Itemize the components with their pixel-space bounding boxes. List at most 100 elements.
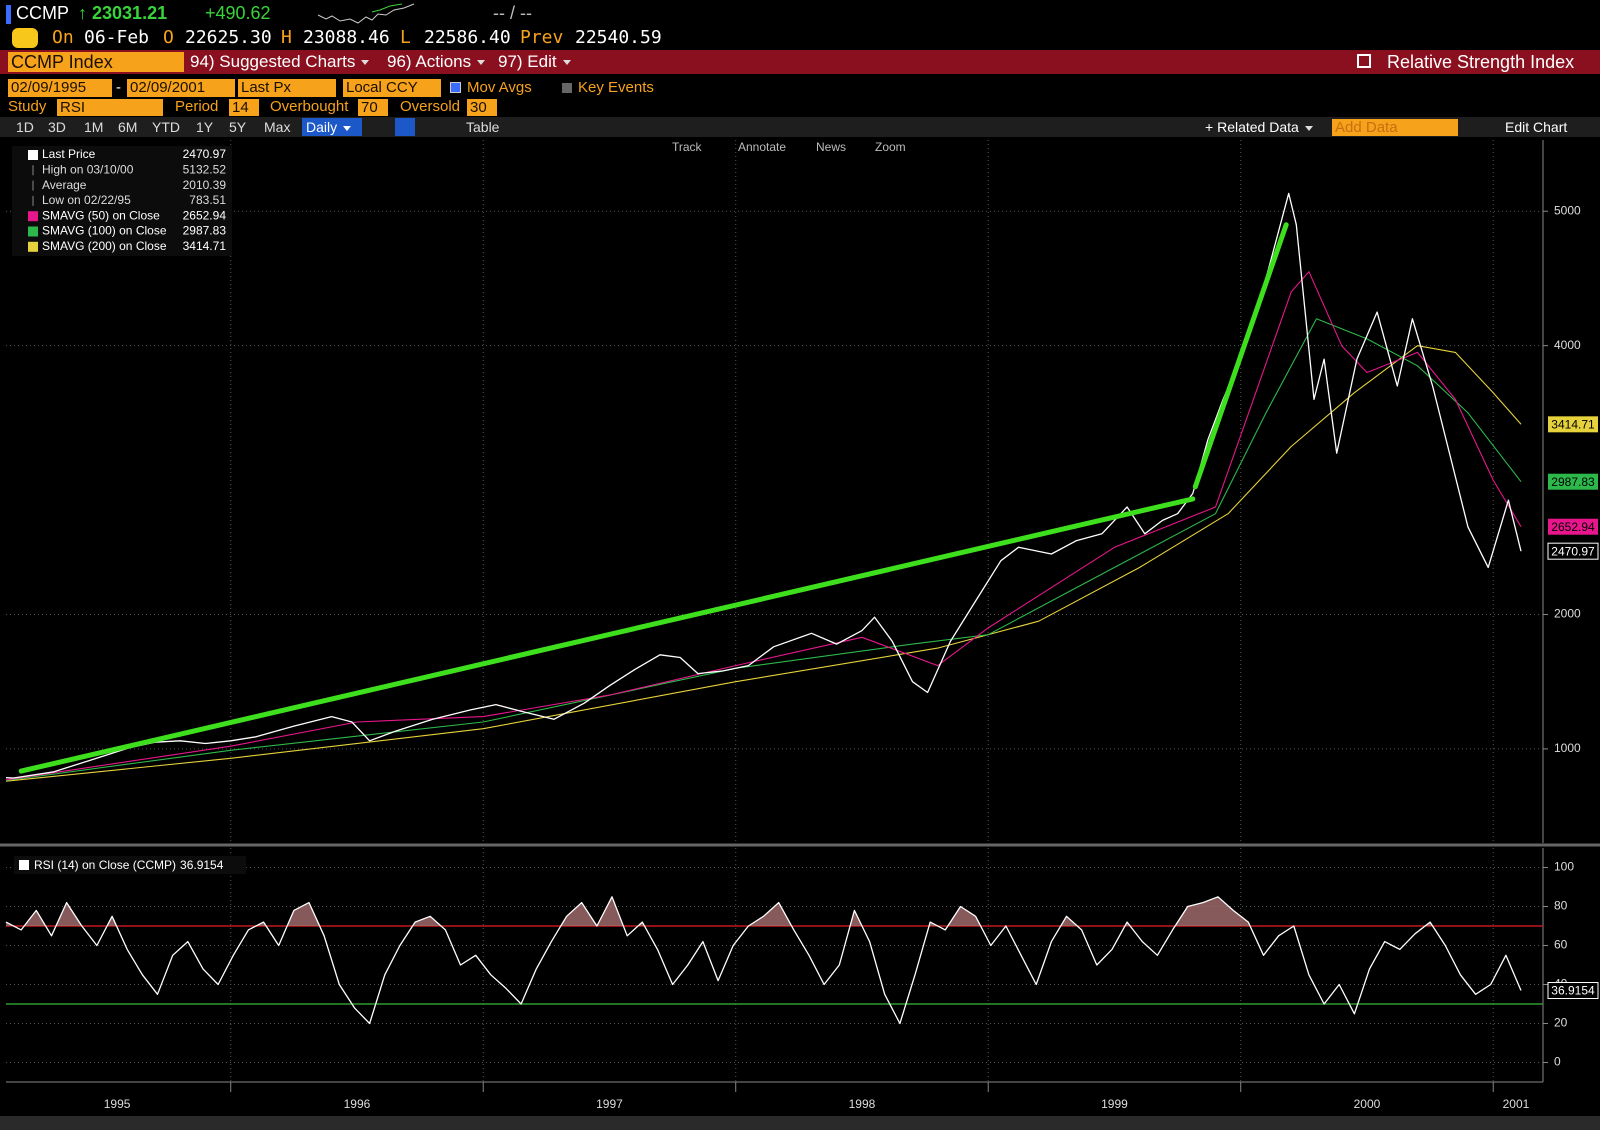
overbought-label: Overbought	[270, 98, 349, 115]
y-tick-label: 5000	[1554, 203, 1581, 217]
x-tick-label: 1998	[849, 1097, 876, 1111]
start-date[interactable]: 02/09/1995	[8, 79, 112, 97]
legend-value: 2652.94	[183, 208, 227, 222]
overbought-input[interactable]: 70	[358, 99, 388, 116]
last-value-box	[1547, 982, 1599, 1000]
mov-avgs-checkbox[interactable]	[450, 82, 461, 93]
prev: 22540.59	[575, 27, 662, 48]
legend-value: 2987.83	[183, 224, 227, 238]
edit-chart[interactable]: Edit Chart	[1505, 119, 1568, 135]
add-data-input[interactable]: Add Data	[1332, 119, 1458, 136]
last-value-label: 2987.83	[1551, 475, 1595, 489]
low: 22586.40	[424, 27, 511, 48]
menu-label: 94) Suggested Charts	[190, 52, 356, 71]
last-value-box	[1548, 473, 1598, 490]
y-tick-label: 100	[1554, 860, 1574, 874]
legend-label: Low on 02/22/95	[42, 193, 131, 207]
high: 23088.46	[303, 27, 390, 48]
price: 23031.21	[92, 3, 168, 23]
legend-value: 2010.39	[183, 178, 227, 192]
currency-select[interactable]: Local CCY	[343, 79, 441, 97]
legend-swatch	[28, 241, 38, 252]
menu-label: 97) Edit	[498, 52, 557, 71]
tool-button[interactable]: Track	[672, 140, 702, 154]
trend-line	[18, 496, 1196, 774]
x-tick-label: 2001	[1503, 1097, 1530, 1111]
y-tick-label: 1000	[1554, 741, 1581, 755]
legend-value: 3414.71	[183, 239, 227, 253]
y-tick-label: 20	[1554, 1016, 1568, 1030]
y-tick-label: 4000	[1554, 338, 1581, 352]
tool-button[interactable]: Zoom	[875, 140, 906, 154]
key-events-label: Key Events	[578, 79, 654, 96]
last-value-label: 3414.71	[1551, 418, 1595, 432]
sparkline-up	[371, 3, 403, 13]
last-value-label: 2652.94	[1551, 520, 1595, 534]
date: 06-Feb	[84, 27, 150, 48]
x-tick-label: 1997	[596, 1097, 623, 1111]
oversold-input[interactable]: 30	[467, 99, 497, 116]
y-tick-label: 2000	[1554, 607, 1581, 621]
popout-icon[interactable]	[1357, 54, 1371, 68]
legend-value: 2470.97	[183, 147, 227, 161]
period-button[interactable]: 1Y	[196, 119, 214, 135]
bid-ask: -- / --	[493, 3, 532, 23]
legend-value: 783.51	[189, 193, 226, 207]
period-button[interactable]: 1D	[16, 119, 34, 135]
series-line	[5, 896, 1522, 1025]
date-separator: -	[116, 79, 121, 96]
study-title: Relative Strength Index	[1387, 52, 1575, 72]
x-tick-label: 1996	[344, 1097, 371, 1111]
y-tick-label: 80	[1554, 899, 1568, 913]
quote-icon[interactable]	[12, 28, 38, 48]
study-label: Study	[8, 98, 47, 115]
legend-label: SMAVG (50) on Close	[42, 208, 160, 222]
field-select[interactable]: Last Px	[238, 79, 336, 97]
period-button[interactable]: 3D	[48, 119, 66, 135]
last-value-box	[1547, 542, 1599, 560]
menu-actions[interactable]: 96) Actions	[387, 51, 486, 73]
on-label: On	[52, 27, 74, 48]
period-button[interactable]: 1M	[84, 119, 104, 135]
legend-label: SMAVG (100) on Close	[42, 224, 167, 238]
sparkline	[317, 3, 415, 24]
period-button[interactable]: 5Y	[229, 119, 247, 135]
ticker-marker	[6, 5, 11, 24]
trend-line	[1192, 222, 1289, 490]
menu-suggested[interactable]: 94) Suggested Charts	[190, 51, 370, 73]
related-data[interactable]: + Related Data	[1205, 118, 1313, 136]
table-button[interactable]: Table	[466, 119, 500, 135]
x-tick-label: 1999	[1101, 1097, 1128, 1111]
period-button[interactable]: YTD	[152, 119, 180, 135]
tool-button[interactable]: News	[816, 140, 847, 154]
last-price: ↑ 23031.21	[78, 3, 168, 23]
frequency: Daily	[306, 119, 338, 135]
legend-box	[14, 856, 246, 874]
chart-type-button[interactable]	[395, 118, 415, 136]
open-label: O	[163, 27, 174, 48]
x-tick-label: 1995	[104, 1097, 131, 1111]
legend-box	[12, 146, 232, 256]
high-label: H	[281, 27, 292, 48]
study-select[interactable]: RSI	[57, 99, 163, 116]
end-date[interactable]: 02/09/2001	[127, 79, 235, 97]
period-button[interactable]: 6M	[118, 119, 138, 135]
key-events-checkbox[interactable]	[562, 83, 572, 93]
tool-button[interactable]: Annotate	[738, 140, 787, 154]
security-input[interactable]: CCMP Index	[8, 52, 184, 72]
menu-edit[interactable]: 97) Edit	[498, 51, 571, 73]
series-line	[5, 345, 1522, 782]
last-value-box	[1548, 518, 1598, 535]
low-label: L	[400, 27, 411, 48]
period-input[interactable]: 14	[229, 99, 259, 116]
period-button[interactable]: Max	[264, 119, 291, 135]
panel: 10002000400050002470.972652.942987.83341…	[5, 140, 1599, 843]
oversold-label: Oversold	[400, 98, 461, 115]
menu-label: 96) Actions	[387, 52, 472, 71]
legend-label: Last Price	[42, 147, 96, 161]
frequency-button[interactable]: Daily	[302, 118, 362, 136]
series-line	[5, 271, 1522, 781]
legend-value: 5132.52	[183, 162, 227, 176]
